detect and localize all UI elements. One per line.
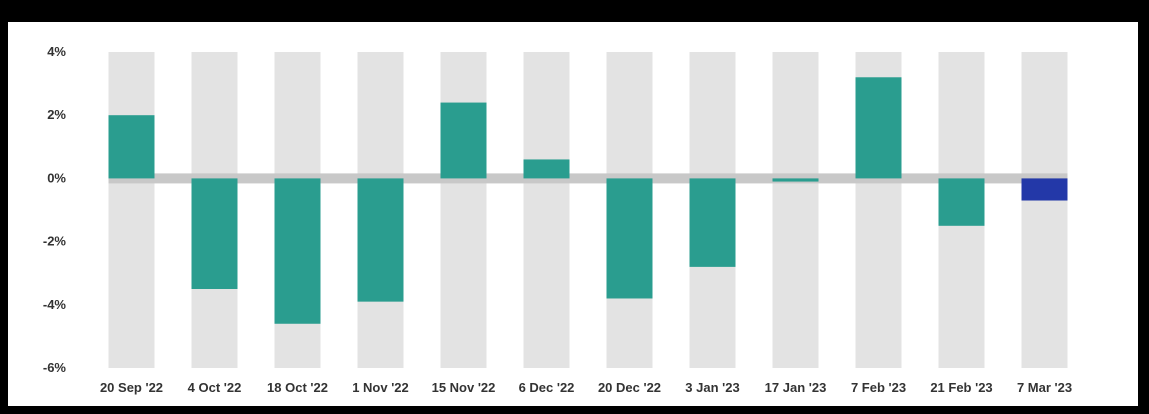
- bar: [938, 178, 985, 226]
- bar: [274, 178, 321, 324]
- x-axis-labels: 20 Sep '22 4 Oct '22 18 Oct '22 1 Nov '22 15…: [100, 380, 1072, 395]
- x-tick-label: 3 Jan '23: [685, 380, 739, 395]
- x-tick-label: 6 Dec '22: [519, 380, 575, 395]
- x-tick-label: 4 Oct '22: [188, 380, 242, 395]
- bar: [523, 159, 570, 179]
- y-tick-label: 2%: [47, 107, 66, 122]
- y-tick-label: 4%: [47, 44, 66, 59]
- background-band: [1021, 52, 1068, 368]
- background-band: [523, 52, 570, 368]
- bars: [108, 77, 1068, 324]
- background-bands: [108, 52, 1068, 368]
- chart-frame: 4% 2% 0% -2% -4% -6% 20 Sep '22 4 Oct '22 18 Oc…: [8, 22, 1138, 406]
- x-tick-label: 7 Feb '23: [851, 380, 906, 395]
- x-tick-label: 20 Sep '22: [100, 380, 163, 395]
- x-tick-label: 20 Dec '22: [598, 380, 661, 395]
- x-tick-label: 17 Jan '23: [765, 380, 827, 395]
- bar: [440, 102, 487, 179]
- background-band: [108, 52, 155, 368]
- zero-line-layer: [108, 173, 1068, 184]
- x-tick-label: 18 Oct '22: [267, 380, 328, 395]
- bar: [108, 115, 155, 179]
- bar: [689, 178, 736, 267]
- x-tick-label: 15 Nov '22: [432, 380, 496, 395]
- y-tick-label: 0%: [47, 170, 66, 185]
- x-tick-label: 1 Nov '22: [352, 380, 409, 395]
- background-band: [440, 52, 487, 368]
- bar: [855, 77, 902, 179]
- bar: [606, 178, 653, 299]
- bar: [357, 178, 404, 302]
- bar: [191, 178, 238, 289]
- bar: [772, 178, 819, 182]
- x-tick-label: 21 Feb '23: [930, 380, 992, 395]
- y-tick-label: -6%: [43, 360, 67, 375]
- bar-chart: 4% 2% 0% -2% -4% -6% 20 Sep '22 4 Oct '22 18 Oc…: [43, 44, 1072, 395]
- zero-line: [108, 173, 1068, 184]
- y-tick-label: -4%: [43, 297, 67, 312]
- background-band: [772, 52, 819, 368]
- x-tick-label: 7 Mar '23: [1017, 380, 1072, 395]
- bar: [1021, 178, 1068, 201]
- y-tick-label: -2%: [43, 234, 67, 249]
- y-axis-labels: 4% 2% 0% -2% -4% -6%: [43, 44, 67, 375]
